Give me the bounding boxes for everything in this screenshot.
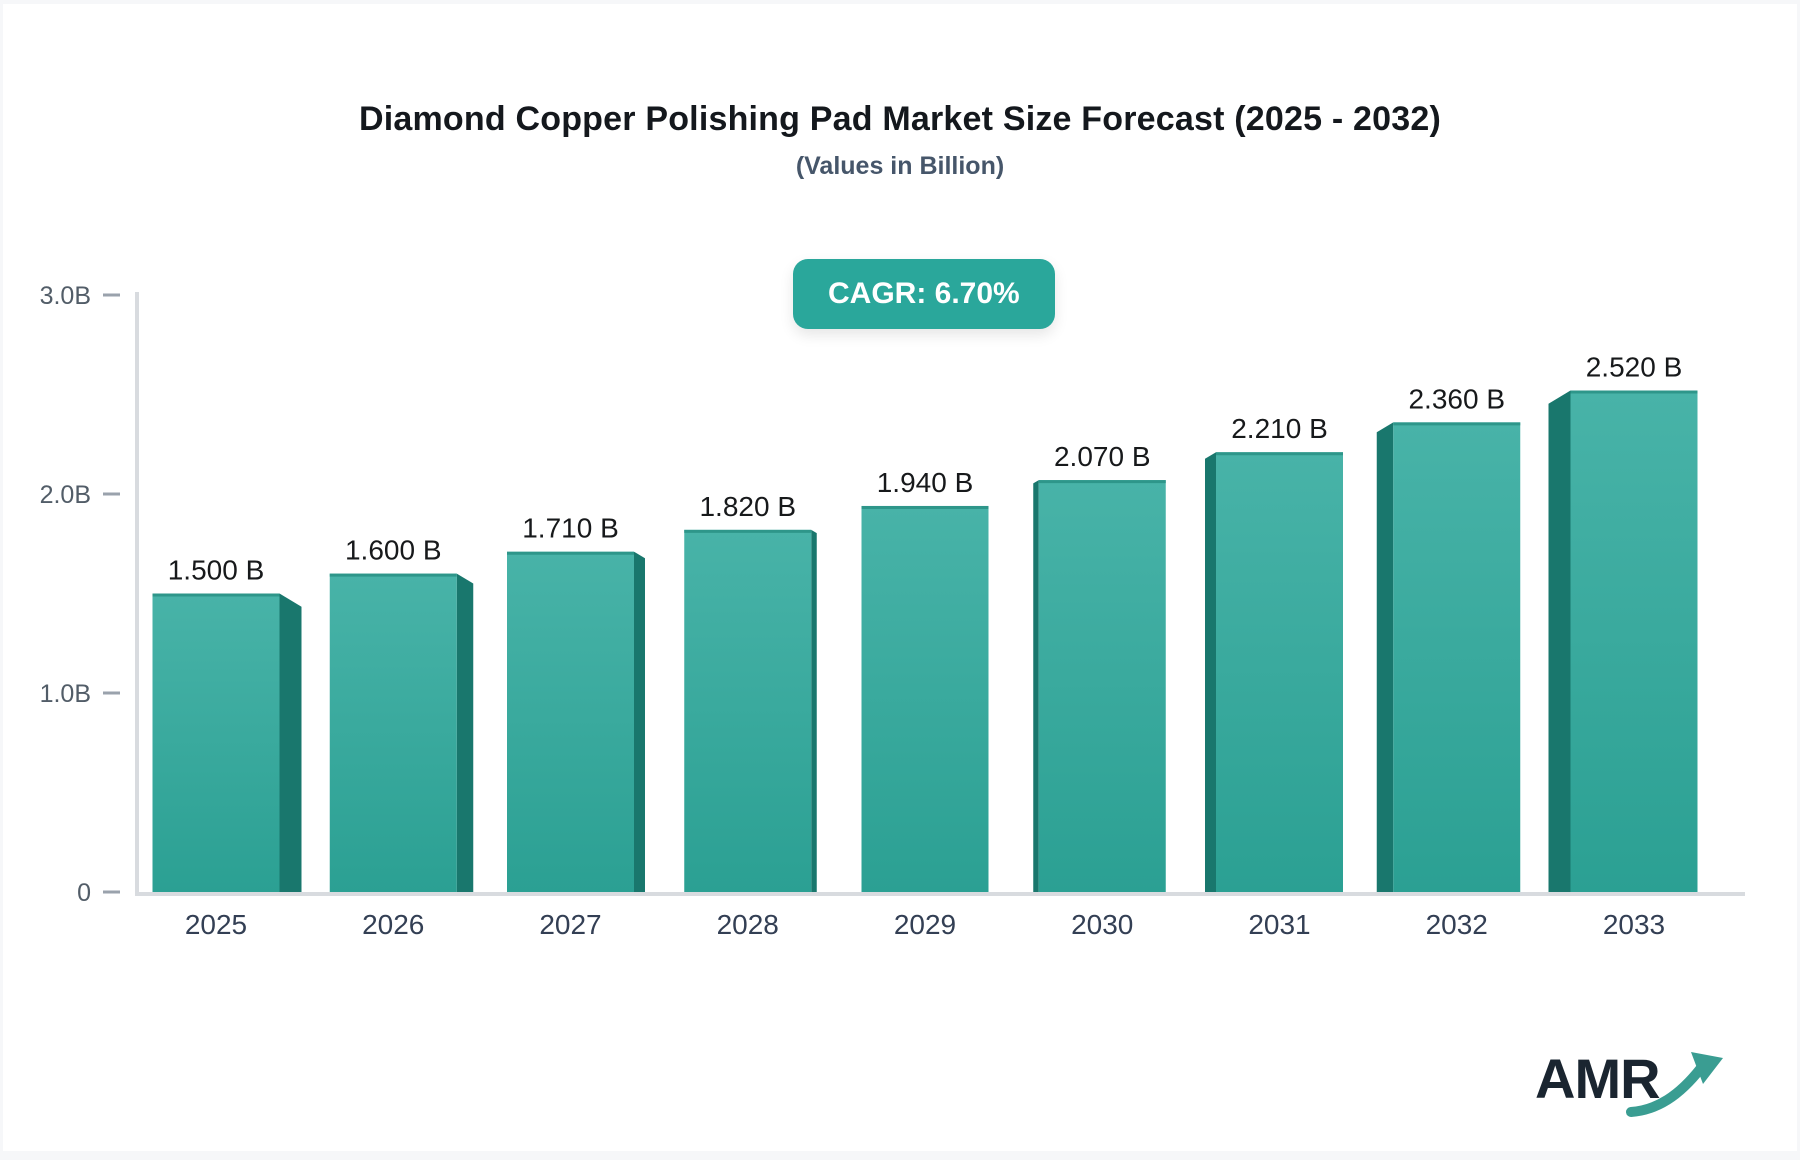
bar-value-label: 1.600 B — [345, 535, 442, 566]
bar-2031: 2.210 B — [1205, 413, 1343, 892]
bar-2027: 1.710 B — [507, 513, 645, 892]
chart-subtitle: (Values in Billion) — [795, 152, 1005, 180]
bar-front-face — [507, 551, 634, 892]
bar-value-label: 1.820 B — [699, 491, 796, 522]
bar-side-face — [1376, 422, 1394, 892]
bar-2028: 1.820 B — [684, 491, 817, 892]
x-axis-label: 2027 — [539, 909, 601, 940]
amr-logo-text: AMR — [1535, 1047, 1661, 1110]
x-axis-label: 2026 — [362, 909, 424, 940]
bar-value-label: 2.360 B — [1408, 383, 1505, 414]
y-tick-label: 1.0B — [40, 680, 91, 708]
bar-front-face — [861, 505, 989, 892]
bar-2025: 1.500 B — [152, 555, 302, 892]
bar-chart: 0 1.0B 2.0B 3.0B 1.500 B 2025 1.600 B 2026 1.710… — [40, 282, 1745, 940]
bar-value-label: 2.520 B — [1586, 352, 1683, 383]
bar-2033: 2.520 B — [1548, 352, 1698, 892]
bar-value-label: 2.210 B — [1231, 413, 1328, 444]
bar-2029: 1.940 B — [861, 467, 989, 892]
bar-value-label: 1.500 B — [168, 555, 265, 586]
x-axis-label: 2033 — [1603, 909, 1665, 940]
x-axis-label: 2032 — [1426, 909, 1488, 940]
bar-front-face — [1216, 452, 1343, 892]
y-tick-label: 2.0B — [40, 481, 91, 509]
bar-side-face — [279, 593, 302, 892]
bar-front-face — [1570, 390, 1698, 892]
bar-value-label: 2.070 B — [1054, 441, 1151, 472]
bar-side-face — [1205, 452, 1216, 892]
y-tick-label: 3.0B — [40, 282, 91, 310]
bar-side-face — [456, 573, 474, 892]
bar-2030: 2.070 B — [1033, 441, 1166, 892]
y-tick-label: 0 — [77, 879, 91, 907]
x-axis-label: 2029 — [894, 909, 956, 940]
bar-2026: 1.600 B — [329, 535, 474, 892]
bar-value-label: 1.710 B — [522, 513, 619, 544]
bar-value-label: 1.940 B — [877, 467, 974, 498]
bar-front-face — [152, 593, 280, 892]
x-axis-label: 2025 — [185, 909, 247, 940]
bar-side-face — [634, 551, 645, 892]
cagr-badge: CAGR: 6.70% — [793, 259, 1055, 329]
bar-2032: 2.360 B — [1376, 383, 1521, 892]
bar-side-face — [1033, 480, 1039, 892]
bar-side-face — [1548, 390, 1571, 892]
bar-front-face — [1038, 480, 1166, 892]
chart-card: Diamond Copper Polishing Pad Market Size… — [3, 4, 1797, 1151]
x-axis-label: 2030 — [1071, 909, 1133, 940]
chart-title: Diamond Copper Polishing Pad Market Size… — [358, 100, 1442, 138]
bar-front-face — [1393, 422, 1521, 892]
amr-logo: AMR — [1535, 1046, 1735, 1136]
growth-arrow-icon — [1626, 1052, 1723, 1117]
x-axis-label: 2031 — [1248, 909, 1310, 940]
bar-side-face — [811, 529, 817, 892]
bar-front-face — [684, 529, 812, 892]
x-axis-label: 2028 — [717, 909, 779, 940]
bar-front-face — [329, 573, 457, 892]
